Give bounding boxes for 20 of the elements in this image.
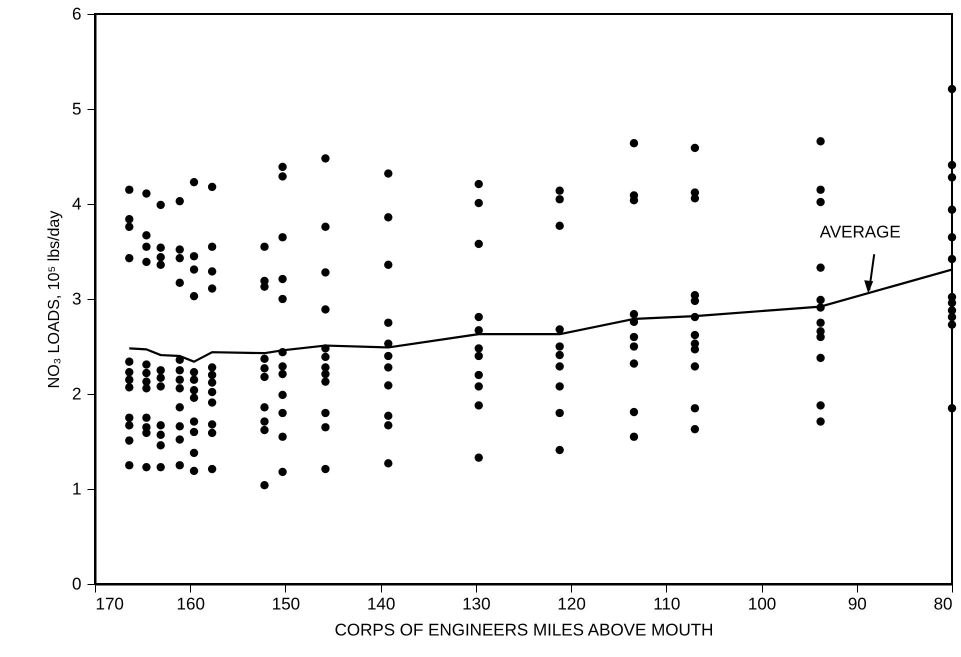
x-tick-label: 80 — [934, 594, 952, 614]
y-axis-title: NO₃ LOADS, 10⁵ lbs/day — [46, 210, 64, 388]
x-tick-label: 120 — [557, 594, 586, 614]
y-tick-label: 4 — [72, 194, 82, 214]
x-tick-label: 170 — [96, 594, 124, 614]
y-tick-label: 5 — [72, 100, 82, 118]
y-tick-label: 6 — [72, 4, 82, 24]
x-axis-title: CORPS OF ENGINEERS MILES ABOVE MOUTH — [334, 620, 714, 640]
x-tick-label: 90 — [848, 594, 867, 614]
x-tick-label: 130 — [462, 594, 491, 614]
y-tick-label: 1 — [72, 480, 82, 498]
y-tick-label: 0 — [72, 574, 82, 594]
x-tick-label: 140 — [366, 594, 396, 614]
annotation: AVERAGE — [820, 222, 901, 242]
x-tick-label: 160 — [176, 594, 205, 614]
y-tick-label: 2 — [72, 384, 82, 404]
x-tick-label: 110 — [653, 594, 680, 614]
x-tick-label: 150 — [272, 594, 300, 614]
x-tick-label: 100 — [748, 594, 776, 614]
y-tick-label: 3 — [72, 290, 82, 308]
